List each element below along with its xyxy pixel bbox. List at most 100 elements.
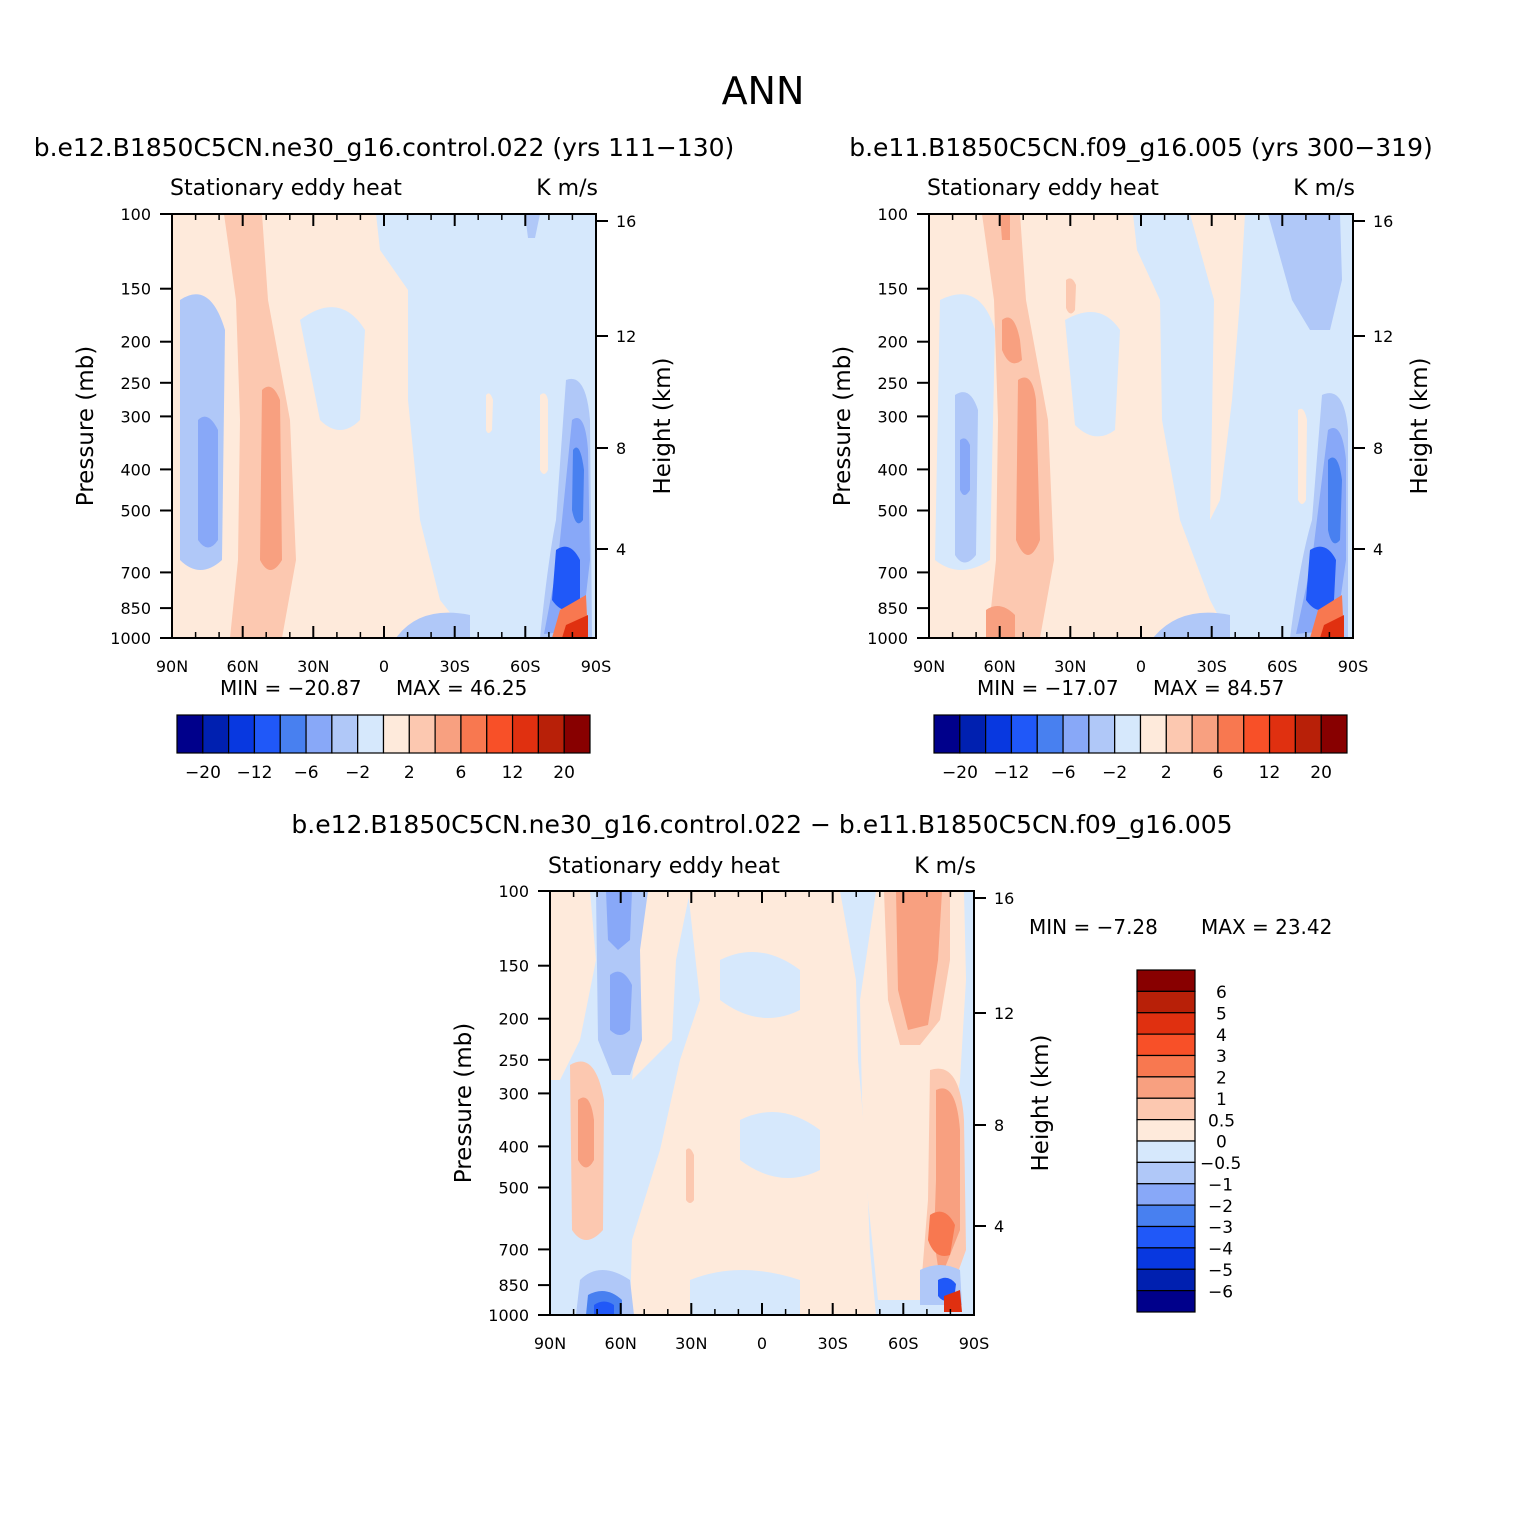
panel-2-y2-tick-label: 4 (1373, 540, 1383, 559)
panel-2-y-tick-label: 700 (877, 563, 908, 582)
panel-1-colorbar-tick-label: −2 (345, 763, 370, 783)
colorbar-swatch (460, 714, 488, 754)
panel-3-y2-tick-label: 12 (994, 1004, 1014, 1023)
panel-1-y-tick-label: 700 (120, 563, 151, 582)
panel-1-y-tick-label: 200 (120, 333, 151, 352)
colorbar-swatch (382, 714, 410, 754)
colorbar-swatch (959, 714, 987, 754)
panel-2-colorbar: −20 −12 −6 −2 2 6 12 20 (933, 714, 1348, 783)
panel-2-y-tick-label: 200 (877, 333, 908, 352)
panel-1-colorbar-tick-label: −20 (185, 763, 221, 783)
colorbar-swatch (1136, 1183, 1196, 1206)
colorbar-swatch (1268, 714, 1296, 754)
panel-1-max-label: MAX = 46.25 (396, 676, 527, 700)
colorbar-swatch (357, 714, 385, 754)
panel-2-colorbar-tick-label: −2 (1102, 763, 1127, 783)
panel-1-y2-axis-title: Height (km) (650, 357, 676, 494)
panel-1-y-tick-label: 150 (120, 280, 151, 299)
colorbar-swatch (408, 714, 436, 754)
panel-1-y-ticks (160, 213, 172, 639)
panel-2-y-ticks (917, 213, 929, 639)
panel-2-colorbar-tick-label: 2 (1161, 763, 1172, 783)
panel-3-x-tick-label: 0 (757, 1334, 767, 1353)
panel-3-y2-tick-label: 8 (994, 1116, 1004, 1135)
colorbar-swatch (1139, 714, 1167, 754)
panel-1-title: b.e12.B1850C5CN.ne30_g16.control.022 (yr… (34, 133, 735, 162)
colorbar-swatch (1294, 714, 1322, 754)
panel-1-x-tick-label: 0 (379, 657, 389, 676)
panel-2-y2-axis-title: Height (km) (1407, 357, 1433, 494)
panel-1-x-tick-label: 30S (439, 657, 470, 676)
panel-1-y2-tick-label: 12 (616, 327, 636, 346)
colorbar-swatch (1136, 1033, 1196, 1057)
panel-3-x-tick-label: 60S (888, 1334, 919, 1353)
panel-3-max-label: MAX = 23.42 (1201, 915, 1332, 939)
panel-3-x-tick-label: 90S (959, 1334, 990, 1353)
panel-3-subtitle-left: Stationary eddy heat (548, 854, 780, 879)
colorbar-swatch (1136, 1161, 1196, 1185)
colorbar-swatch (933, 714, 961, 754)
panel-2-y-tick-label: 1000 (867, 629, 908, 648)
panel-2-y2-tick-label: 12 (1373, 327, 1393, 346)
panel-1-x-tick-label: 60N (227, 657, 259, 676)
panel-2-colorbar-tick-label: 20 (1310, 763, 1332, 783)
colorbar-swatch (1136, 990, 1196, 1014)
panel-3-colorbar-tick-label: −5 (1208, 1261, 1233, 1281)
colorbar-swatch (1114, 714, 1142, 754)
panel-1-colorbar-tick-label: −6 (294, 763, 319, 783)
colorbar-swatch (1136, 969, 1196, 992)
panel-3-min-label: MIN = −7.28 (1029, 915, 1158, 939)
panel-2-y-tick-label: 850 (877, 599, 908, 618)
panel-1-y-tick-label: 250 (120, 374, 151, 393)
panel-3-x-tick-label: 60N (605, 1334, 637, 1353)
panel-1-subtitle-right: K m/s (536, 176, 598, 201)
panel-3-y-tick-label: 850 (498, 1276, 529, 1295)
colorbar-swatch (1136, 1268, 1196, 1292)
colorbar-swatch (253, 714, 281, 754)
colorbar-swatch (1136, 1076, 1196, 1099)
panel-1-y-tick-label: 100 (120, 205, 151, 224)
colorbar-swatch (1320, 714, 1348, 754)
panel-2-colorbar-tick-label: −6 (1051, 763, 1076, 783)
panel-1-x-tick-label: 60S (510, 657, 541, 676)
colorbar-swatch (563, 714, 591, 754)
panel-2-subtitle-right: K m/s (1293, 176, 1355, 201)
colorbar-swatch (1217, 714, 1245, 754)
panel-2-y2-tick-label: 16 (1373, 212, 1393, 231)
panel-2-subtitle-left: Stationary eddy heat (927, 176, 1159, 201)
panel-1-y-axis-title: Pressure (mb) (73, 346, 99, 506)
panel-3: b.e12.B1850C5CN.ne30_g16.control.022 − b… (291, 810, 1332, 1353)
panel-2-x-tick-label: 60S (1267, 657, 1298, 676)
panel-3-colorbar-tick-label: −2 (1208, 1197, 1233, 1217)
panel-1-colorbar: −20 −12 −6 −2 2 6 12 20 (176, 714, 591, 783)
panel-2-x-tick-label: 90N (913, 657, 945, 676)
panel-3-colorbar-tick-label: 6 (1216, 983, 1227, 1003)
page-title: ANN (722, 69, 805, 113)
panel-3-y2-tick-label: 16 (994, 889, 1014, 908)
panel-2-x-tick-label: 30S (1196, 657, 1227, 676)
colorbar-swatch (1191, 714, 1219, 754)
colorbar-swatch (1136, 1054, 1196, 1078)
colorbar-swatch (486, 714, 514, 754)
panel-1-x-tick-label: 90S (581, 657, 612, 676)
panel-2-max-label: MAX = 84.57 (1153, 676, 1284, 700)
panel-3-title: b.e12.B1850C5CN.ne30_g16.control.022 − b… (291, 810, 1232, 839)
colorbar-swatch (1136, 1140, 1196, 1163)
panel-3-y2-axis-title: Height (km) (1028, 1034, 1054, 1171)
panel-2-field (929, 214, 1353, 638)
panel-1-y2-tick-label: 4 (616, 540, 626, 559)
panel-3-y-tick-label: 150 (498, 957, 529, 976)
panel-2-x-tick-label: 30N (1054, 657, 1086, 676)
panel-2-colorbar-tick-label: −12 (994, 763, 1030, 783)
panel-2-x-major-ticks (928, 214, 1354, 638)
panel-2-x-tick-label: 90S (1338, 657, 1369, 676)
colorbar-swatch (1243, 714, 1271, 754)
panel-3-y-axis-title: Pressure (mb) (451, 1023, 477, 1183)
colorbar-swatch (1136, 1204, 1196, 1228)
panel-3-colorbar-tick-label: 1 (1216, 1090, 1227, 1110)
colorbar-swatch (1136, 1290, 1196, 1313)
colorbar-swatch (1136, 1012, 1196, 1035)
panel-1-colorbar-tick-label: 20 (553, 763, 575, 783)
colorbar-swatch (1010, 714, 1038, 754)
panel-1-colorbar-tick-label: −12 (237, 763, 273, 783)
